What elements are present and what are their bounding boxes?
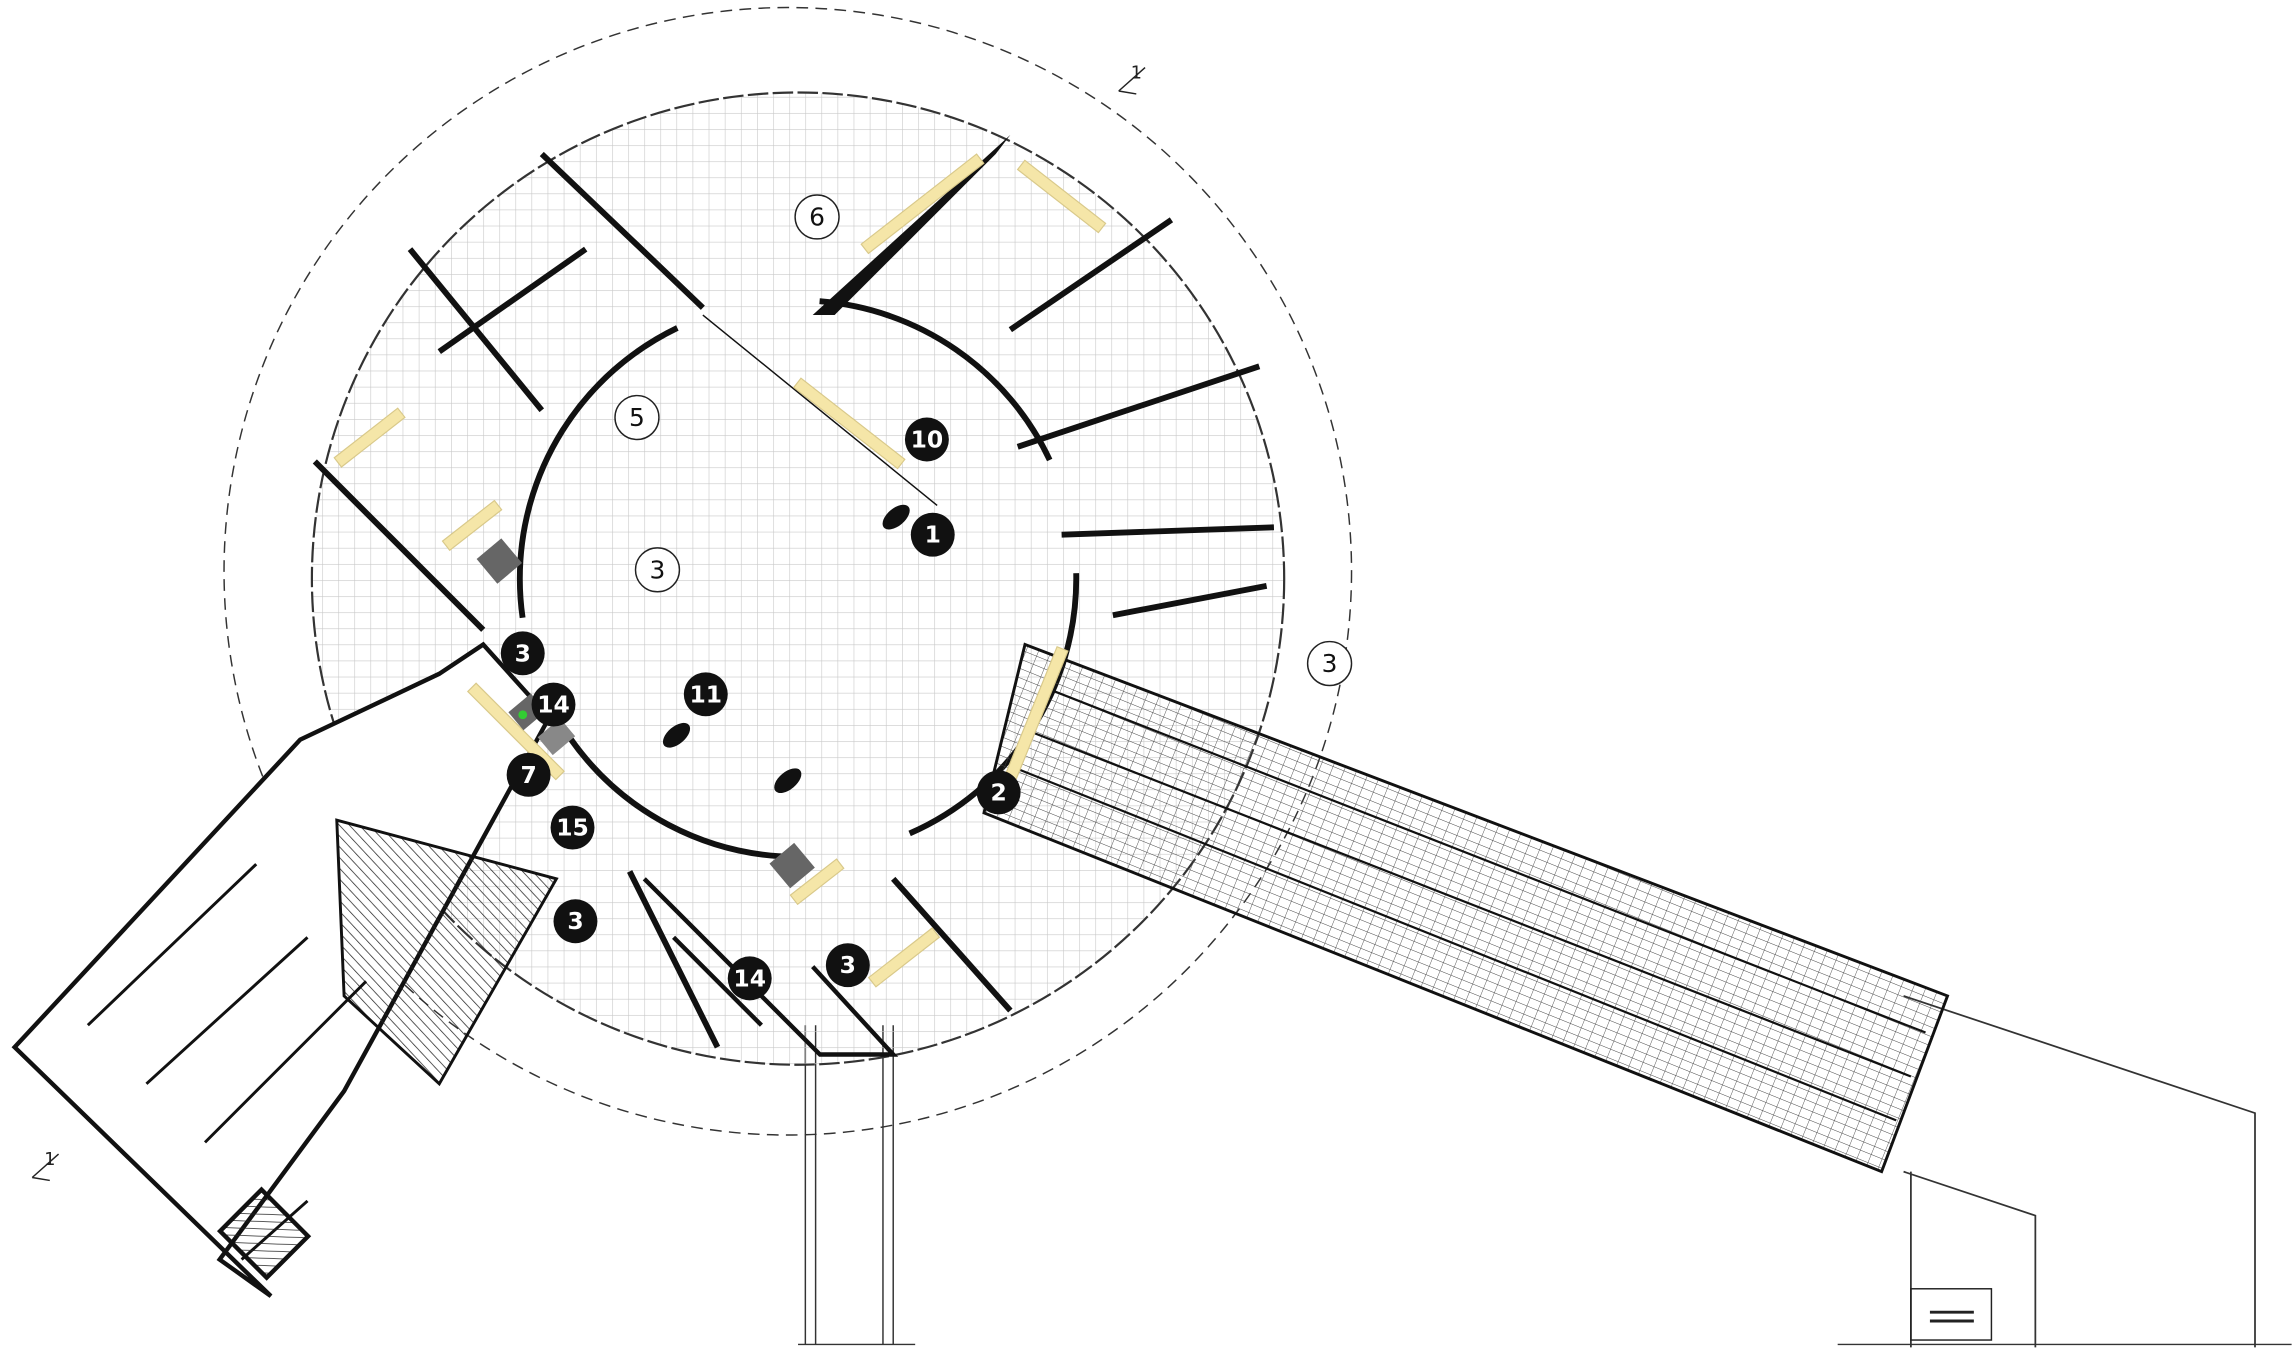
- furniture: [333, 153, 1107, 988]
- marker-label: 3: [840, 951, 856, 979]
- marker-label: 2: [990, 778, 1006, 806]
- building: [11, 91, 1950, 1298]
- room-label: 6: [809, 202, 825, 231]
- room-label-circle: [794, 194, 840, 240]
- marker-circle: [531, 682, 576, 727]
- room-label: 3: [650, 555, 666, 584]
- marker-circle: [976, 770, 1021, 815]
- marker-label: 14: [537, 691, 570, 719]
- marker-label: 14: [733, 964, 766, 992]
- marker-circle: [553, 899, 598, 944]
- room-label-circle: [634, 547, 681, 593]
- marker-circle: [904, 417, 949, 462]
- section-arrow: [31, 1153, 60, 1182]
- marker-label: 3: [567, 907, 583, 935]
- marker-circle: [500, 631, 545, 676]
- marker-label: 10: [911, 426, 944, 454]
- kiosks: [476, 504, 910, 889]
- marker-circle: [683, 672, 728, 717]
- marker-label: 7: [520, 761, 536, 789]
- marker-label: 15: [556, 814, 589, 842]
- room-label-circle: [614, 394, 660, 441]
- room-label: 3: [1322, 649, 1338, 678]
- room-label: 5: [629, 403, 645, 432]
- marker-circle: [506, 752, 551, 797]
- marker-label: 1: [925, 521, 941, 549]
- site-outline: [223, 6, 2292, 1348]
- room-label-circle: [1306, 640, 1353, 687]
- marker-circle: [550, 805, 595, 850]
- section-mark: 1: [1131, 63, 1142, 83]
- marker-circle: [910, 512, 955, 557]
- section-arrow: [1118, 67, 1146, 95]
- section-mark: 1: [44, 1150, 55, 1170]
- marker-label: 11: [689, 680, 722, 708]
- marker-circle: [727, 956, 772, 1001]
- marker-label: 3: [515, 639, 531, 667]
- marker-circle: [825, 943, 870, 988]
